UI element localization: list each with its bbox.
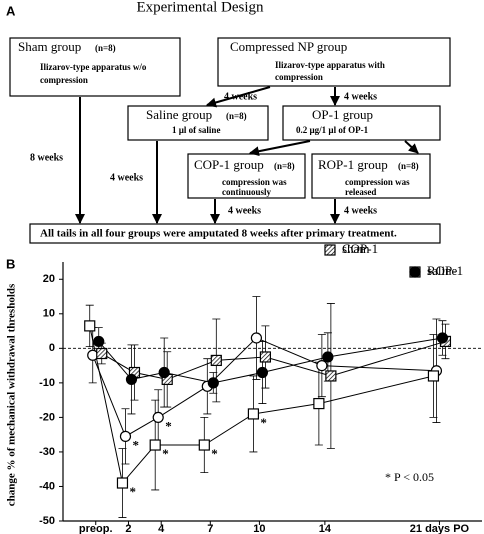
box-detail: 1 µl of saline xyxy=(172,125,220,135)
significance-mark: * xyxy=(211,446,218,461)
box-title: ROP-1 group xyxy=(318,157,388,172)
y-tick-label: 10 xyxy=(43,308,55,320)
arrow xyxy=(249,140,311,157)
box-detail: compression was xyxy=(222,177,287,187)
marker xyxy=(247,408,260,420)
marker xyxy=(322,351,334,363)
panel-a: A Experimental Design Sham group (n=8) I… xyxy=(6,0,451,244)
legend-label: saline xyxy=(427,263,458,278)
arrow-label: 8 weeks xyxy=(30,152,63,163)
panel-label: B xyxy=(6,256,15,271)
box-title: Compressed NP group xyxy=(230,39,347,54)
marker xyxy=(119,430,132,442)
box xyxy=(311,153,431,199)
marker xyxy=(313,397,325,410)
significance-mark: * xyxy=(165,418,172,433)
legend-marker xyxy=(324,244,336,256)
annotation: * P < 0.05 xyxy=(385,470,434,484)
box-detail: compression xyxy=(275,72,323,82)
box-title: All tails in all four groups were amputa… xyxy=(40,228,397,240)
legend-marker xyxy=(409,266,421,278)
series-line xyxy=(101,340,446,380)
arrow-label: 4 weeks xyxy=(110,172,143,183)
box xyxy=(127,105,269,141)
marker xyxy=(325,370,337,382)
marker xyxy=(158,366,170,379)
box-detail: compression was xyxy=(345,177,410,187)
marker xyxy=(207,377,219,389)
x-tick-label: 21 days PO xyxy=(410,523,470,534)
x-tick-label: 7 xyxy=(207,523,213,534)
y-tick-label: 0 xyxy=(49,342,55,354)
x-tick-label: preop. xyxy=(79,523,113,534)
box-n: (n=8) xyxy=(274,161,295,171)
marker xyxy=(125,373,138,386)
diagram-title: Experimental Design xyxy=(136,0,264,15)
marker xyxy=(259,351,272,363)
box-n: (n=8) xyxy=(95,43,116,53)
significance-mark: * xyxy=(129,484,136,499)
box xyxy=(217,37,451,87)
box-detail: compression xyxy=(40,75,88,85)
marker xyxy=(93,335,105,348)
y-axis-label: change % of mechanical withdrawal thresh… xyxy=(6,283,18,506)
panel-label: A xyxy=(6,3,16,18)
marker xyxy=(250,332,263,344)
x-tick-label: 14 xyxy=(319,523,332,534)
marker xyxy=(436,332,449,344)
significance-mark: * xyxy=(260,415,267,430)
y-tick-label: -50 xyxy=(39,515,55,527)
marker xyxy=(96,347,108,360)
x-tick-label: 4 xyxy=(158,523,165,534)
box-detail: released xyxy=(345,187,376,197)
panel-b: B change % of mechanical withdrawal thre… xyxy=(6,241,482,534)
box xyxy=(282,105,441,141)
marker xyxy=(256,366,269,379)
y-tick-label: -20 xyxy=(39,411,55,423)
y-tick-label: -10 xyxy=(39,377,55,389)
legend-label: sham xyxy=(342,241,369,256)
box-detail: Ilizarov-type apparatus with xyxy=(275,60,385,70)
marker xyxy=(84,320,96,332)
marker xyxy=(210,354,222,367)
box-title: Saline group xyxy=(146,107,212,122)
box xyxy=(29,223,441,244)
legend-label: COP-1 xyxy=(342,241,378,256)
arrow xyxy=(206,86,271,108)
y-tick-label: -30 xyxy=(39,446,55,458)
box-n: (n=8) xyxy=(226,111,247,121)
marker xyxy=(152,411,164,423)
marker xyxy=(116,477,129,489)
box-n: (n=8) xyxy=(398,161,419,171)
box-title: OP-1 group xyxy=(312,107,373,122)
significance-mark: * xyxy=(132,437,139,452)
significance-mark: * xyxy=(162,446,169,461)
box xyxy=(187,153,306,199)
series-line xyxy=(89,325,434,485)
marker xyxy=(198,439,210,451)
box-title: Sham group xyxy=(18,39,81,54)
marker xyxy=(149,439,161,451)
legend-label: ROP-1 xyxy=(427,263,463,278)
y-tick-label: 20 xyxy=(43,273,55,285)
arrow-label: 4 weeks xyxy=(224,91,257,102)
box-title: COP-1 group xyxy=(194,157,264,172)
marker xyxy=(427,370,440,382)
box-detail: Ilizarov-type apparatus w/o xyxy=(40,62,147,72)
arrow-label: 4 weeks xyxy=(344,91,377,102)
box-detail: 0.2 µg/1 µl of OP-1 xyxy=(296,125,369,135)
box xyxy=(9,37,181,97)
x-tick-label: 10 xyxy=(253,523,265,534)
arrow-label: 4 weeks xyxy=(228,205,261,216)
x-tick-label: 2 xyxy=(125,523,131,534)
marker xyxy=(316,360,328,372)
arrow-label: 4 weeks xyxy=(344,205,377,216)
y-tick-label: -40 xyxy=(39,480,55,492)
box-detail: continuously xyxy=(222,187,272,197)
arrow xyxy=(404,140,419,154)
